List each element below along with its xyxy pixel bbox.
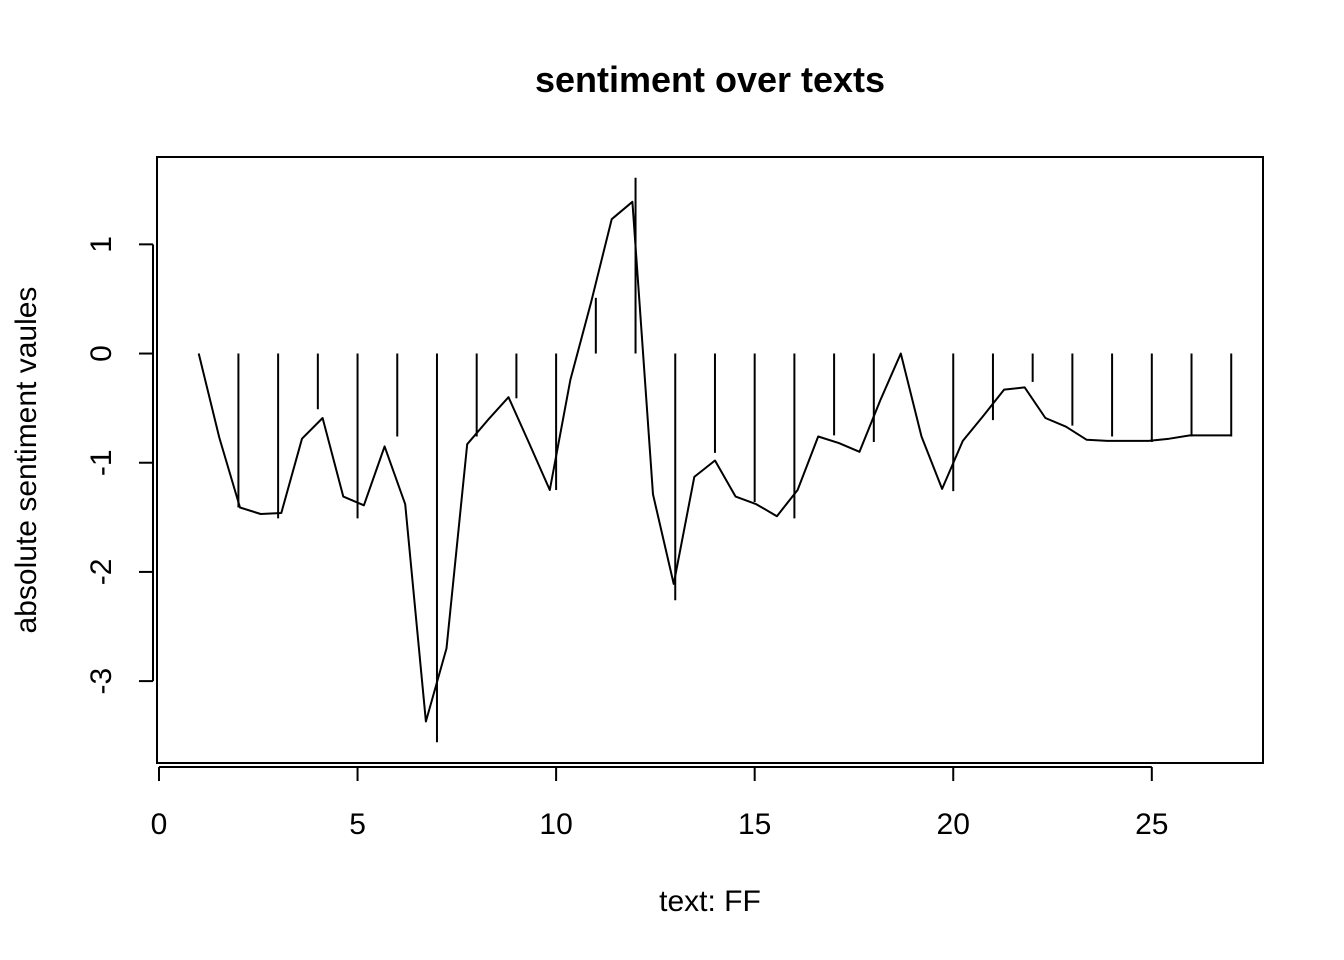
x-tick-label: 0 bbox=[151, 808, 168, 841]
y-tick-label: -3 bbox=[85, 668, 118, 695]
x-tick-label: 25 bbox=[1135, 808, 1168, 841]
x-tick-label: 20 bbox=[937, 808, 970, 841]
x-axis-label: text: FF bbox=[659, 885, 761, 918]
x-axis: 0 5 10 15 20 25 bbox=[151, 766, 1168, 841]
y-tick-label: 0 bbox=[85, 345, 118, 362]
y-tick-label: 1 bbox=[85, 236, 118, 253]
spike-series bbox=[237, 177, 1233, 743]
series-line bbox=[197, 200, 1232, 723]
x-tick-label: 15 bbox=[738, 808, 771, 841]
y-tick-label: -1 bbox=[85, 449, 118, 476]
plot-frame bbox=[156, 156, 1264, 764]
y-axis-label: absolute sentiment vaules bbox=[10, 287, 43, 634]
y-axis: -3 -2 -1 0 1 bbox=[85, 236, 154, 695]
x-tick-label: 5 bbox=[349, 808, 366, 841]
x-tick-label: 10 bbox=[539, 808, 572, 841]
y-tick-label: -2 bbox=[85, 559, 118, 586]
chart-title: sentiment over texts bbox=[535, 59, 885, 100]
line-series bbox=[197, 200, 1232, 723]
